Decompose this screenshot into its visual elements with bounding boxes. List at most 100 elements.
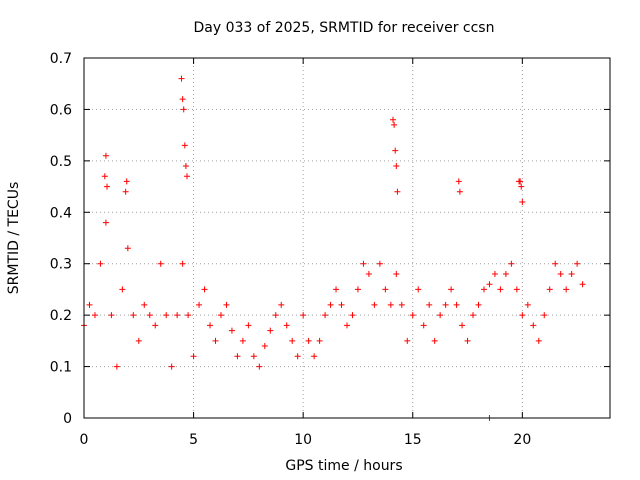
x-axis-label: GPS time / hours — [285, 458, 402, 474]
y-tick-label: 0.7 — [50, 51, 72, 67]
data-point — [102, 152, 109, 159]
data-point — [535, 337, 542, 344]
data-point — [420, 322, 427, 329]
data-point — [563, 286, 570, 293]
data-point — [480, 286, 487, 293]
y-tick-label: 0 — [63, 411, 72, 427]
plot-frame — [83, 57, 611, 419]
data-point — [354, 286, 361, 293]
data-point — [398, 301, 405, 308]
data-point — [185, 312, 192, 319]
data-point — [91, 312, 98, 319]
data-point — [102, 219, 109, 226]
data-point — [491, 271, 498, 277]
y-tick-label: 0.3 — [50, 257, 72, 273]
data-point — [174, 312, 181, 319]
data-point — [86, 301, 93, 308]
data-point — [113, 363, 120, 370]
data-point — [376, 260, 383, 267]
data-point — [360, 260, 367, 267]
data-point — [163, 312, 170, 319]
data-point — [278, 301, 285, 308]
data-point — [530, 322, 537, 329]
data-point — [267, 327, 274, 334]
data-point — [393, 271, 400, 277]
data-point — [256, 363, 263, 370]
axis-ticks — [83, 57, 610, 419]
data-point — [135, 337, 142, 344]
data-point — [327, 301, 334, 308]
data-point — [182, 163, 189, 169]
x-tick-label: 0 — [80, 432, 89, 448]
data-point — [470, 312, 477, 319]
y-axis-label: SRMTID / TECUs — [6, 182, 22, 295]
data-point — [207, 322, 214, 329]
data-point — [387, 301, 394, 308]
data-point — [519, 312, 526, 319]
data-point — [119, 286, 126, 293]
data-point — [108, 312, 115, 319]
data-point — [574, 260, 581, 267]
data-point — [101, 173, 108, 180]
y-tick-labels: 0 0.1 0.2 0.3 0.4 0.5 0.6 0.7 — [50, 51, 72, 427]
chart-title: Day 033 of 2025, SRMTID for receiver ccs… — [194, 20, 495, 36]
y-tick-label: 0.5 — [50, 154, 72, 170]
data-points — [81, 75, 586, 421]
data-point — [448, 286, 455, 293]
x-tick-labels: 0 5 10 15 20 — [80, 432, 532, 448]
data-point — [179, 260, 186, 267]
data-point — [239, 337, 246, 344]
data-point — [456, 188, 463, 195]
data-point — [228, 327, 235, 334]
data-point — [196, 301, 203, 308]
data-point — [365, 271, 372, 277]
grid-lines — [84, 58, 610, 418]
data-point — [518, 183, 525, 190]
y-tick-label: 0.2 — [50, 308, 72, 324]
data-point — [234, 353, 241, 360]
data-point — [97, 260, 104, 267]
data-point — [349, 312, 356, 319]
data-point — [124, 245, 131, 252]
data-point — [250, 353, 257, 360]
data-point — [390, 116, 397, 123]
data-point — [123, 178, 130, 185]
data-point — [394, 188, 401, 195]
data-point — [217, 312, 224, 319]
data-point — [212, 337, 219, 344]
data-point — [305, 337, 312, 344]
data-point — [455, 178, 462, 185]
data-point — [201, 286, 208, 293]
data-point — [141, 301, 148, 308]
data-point — [517, 178, 524, 185]
data-point — [338, 301, 345, 308]
data-point — [179, 96, 186, 103]
x-tick-label: 20 — [513, 432, 531, 448]
data-point — [371, 301, 378, 308]
data-point — [245, 322, 252, 329]
data-point — [272, 312, 279, 319]
data-point — [453, 301, 460, 308]
data-point — [568, 271, 575, 277]
data-point — [579, 281, 586, 288]
data-point — [486, 281, 493, 288]
data-point — [223, 301, 230, 308]
x-tick-label: 15 — [404, 432, 422, 448]
data-point — [333, 286, 340, 293]
data-point — [300, 312, 307, 319]
data-point — [344, 322, 350, 329]
data-point — [178, 75, 185, 82]
data-point — [404, 337, 411, 344]
data-point — [513, 286, 520, 293]
x-tick-label: 10 — [294, 432, 312, 448]
data-point — [437, 312, 444, 319]
data-point — [426, 301, 433, 308]
data-point — [415, 286, 422, 293]
data-point — [261, 343, 268, 349]
data-point — [181, 142, 188, 149]
data-point — [130, 312, 137, 319]
data-point — [391, 121, 398, 128]
data-point — [311, 353, 318, 360]
data-point — [459, 322, 466, 329]
